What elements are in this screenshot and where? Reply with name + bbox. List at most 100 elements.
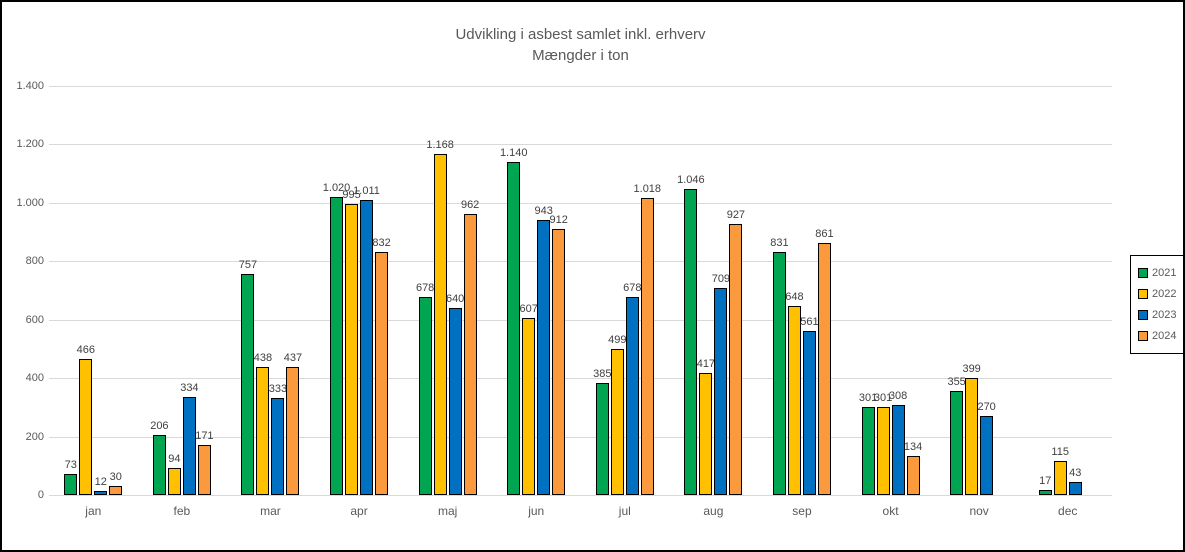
legend-label-2023: 2023	[1152, 309, 1177, 321]
bar-value-label-2023-dec: 43	[1069, 467, 1082, 480]
bar-2021-aug	[684, 189, 698, 495]
legend: 2021 2022 2023 2024	[1130, 255, 1183, 354]
bar-2021-okt	[861, 407, 875, 495]
bar-value-label-2021-jul: 385	[593, 367, 612, 380]
bar-2024-jan	[109, 486, 123, 495]
chart-subtitle: Mængder i ton	[532, 47, 629, 64]
bar-value-label-2021-mar: 757	[238, 258, 258, 271]
y-axis-tick-label: 800	[25, 255, 44, 268]
bar-value-label-2022-jun: 607	[519, 302, 538, 315]
bar-value-label-2022-aug: 417	[696, 358, 716, 371]
bar-2023-mar	[271, 397, 285, 495]
legend-swatch-2022	[1138, 289, 1148, 299]
bar-2022-jul	[610, 349, 624, 495]
bar-value-label-2021-jan: 73	[64, 458, 77, 471]
bar-value-label-2024-jun: 912	[549, 213, 568, 226]
gridline-y-400	[49, 378, 1112, 380]
x-axis-label-jan: jan	[85, 504, 102, 518]
bar-value-label-2021-nov: 355	[947, 376, 966, 389]
bar-value-label-2023-sep: 561	[800, 316, 819, 329]
x-axis-label-dec: dec	[1058, 504, 1078, 518]
bar-value-label-2023-okt: 308	[888, 390, 908, 403]
bar-2021-mar	[241, 273, 255, 495]
bar-2023-nov	[980, 416, 994, 495]
bar-value-label-2022-maj: 1.168	[426, 138, 454, 151]
bar-2022-apr	[345, 204, 359, 495]
bar-value-label-2024-maj: 962	[460, 198, 480, 211]
bar-value-label-2022-okt: 301	[873, 392, 893, 405]
legend-swatch-2021	[1138, 268, 1148, 278]
bar-2023-jun	[537, 219, 551, 495]
bar-2022-feb	[167, 467, 181, 495]
bar-value-label-2021-apr: 1.020	[322, 182, 351, 194]
bar-2023-jul	[625, 296, 639, 495]
legend-item-2022: 2022	[1138, 288, 1183, 300]
bar-2023-sep	[802, 331, 816, 495]
bar-2021-feb	[152, 434, 166, 495]
y-axis-tick-label: 400	[25, 372, 44, 385]
bar-2024-feb	[197, 445, 211, 495]
bar-value-label-2022-sep: 648	[785, 290, 804, 303]
bar-2022-mar	[256, 367, 270, 495]
bar-2021-jan	[64, 473, 78, 495]
bar-2024-okt	[906, 455, 920, 495]
bar-2022-maj	[433, 153, 447, 495]
bar-2023-aug	[714, 287, 728, 495]
bar-value-label-2023-feb: 334	[180, 382, 199, 395]
bar-value-label-2024-sep: 861	[815, 228, 834, 241]
bar-value-label-2022-jan: 466	[76, 343, 95, 356]
bar-value-label-2022-jul: 499	[608, 334, 627, 347]
y-axis-tick-label: 0	[37, 489, 44, 501]
x-axis-label-aug: aug	[703, 504, 724, 518]
bar-2022-nov	[965, 378, 979, 495]
bar-2024-sep	[817, 243, 831, 495]
bar-2021-dec	[1038, 490, 1052, 495]
bar-value-label-2024-jul: 1.018	[633, 182, 662, 195]
bar-value-label-2021-okt: 301	[858, 392, 878, 405]
bar-2023-feb	[182, 397, 196, 495]
bar-value-label-2024-jan: 30	[109, 471, 122, 484]
y-axis-tick-label: 600	[25, 313, 44, 326]
x-axis-label-nov: nov	[969, 504, 989, 518]
bar-value-label-2021-jun: 1.140	[499, 146, 528, 159]
y-axis-tick-label: 1.400	[16, 80, 44, 92]
bar-value-label-2023-mar: 333	[268, 382, 288, 395]
bar-2024-mar	[286, 367, 300, 495]
legend-swatch-2023	[1138, 310, 1148, 320]
bar-value-label-2023-aug: 709	[711, 272, 731, 285]
bar-2022-jun	[522, 317, 536, 495]
bar-value-label-2023-jul: 678	[623, 281, 642, 294]
gridline-y-0	[49, 495, 1112, 496]
legend-label-2024: 2024	[1152, 330, 1177, 342]
bar-2022-dec	[1053, 461, 1067, 495]
bar-2024-apr	[375, 251, 389, 495]
bar-2022-okt	[876, 407, 890, 495]
bar-2024-aug	[729, 224, 743, 495]
gridline-y-200	[49, 436, 1112, 438]
bar-2021-nov	[950, 391, 964, 495]
bar-value-label-2024-aug: 927	[726, 209, 746, 222]
bar-value-label-2022-feb: 94	[168, 452, 181, 465]
bar-value-label-2024-feb: 171	[195, 430, 214, 443]
x-axis-label-sep: sep	[792, 504, 812, 518]
bar-2023-okt	[891, 405, 905, 495]
gridline-y-1.000	[49, 202, 1112, 204]
bar-2024-maj	[463, 213, 477, 495]
bar-value-label-2023-jan: 12	[94, 476, 107, 489]
bar-2023-apr	[360, 199, 374, 495]
bar-2021-apr	[330, 197, 344, 495]
bar-value-label-2024-apr: 832	[372, 236, 391, 249]
bar-2022-aug	[699, 373, 713, 495]
x-axis-label-okt: okt	[882, 504, 899, 518]
x-axis-label-maj: maj	[437, 504, 458, 518]
bar-value-label-2023-apr: 1.011	[353, 184, 380, 197]
legend-item-2024: 2024	[1138, 330, 1183, 342]
bar-value-label-2022-dec: 115	[1051, 446, 1069, 459]
y-axis-tick-label: 1.200	[16, 138, 44, 151]
x-axis-label-jul: jul	[618, 504, 631, 518]
bar-value-label-2022-apr: 995	[342, 189, 361, 202]
x-axis-label-feb: feb	[173, 504, 191, 518]
bar-value-label-2021-dec: 17	[1039, 475, 1052, 488]
bar-2021-maj	[418, 296, 432, 495]
